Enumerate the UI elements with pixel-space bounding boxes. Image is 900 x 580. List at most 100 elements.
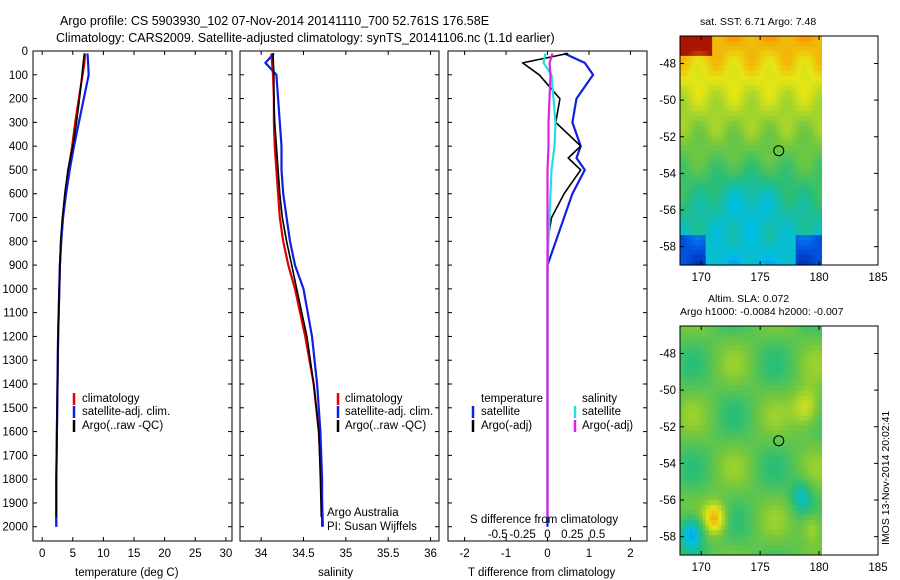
map-cell [715,36,720,42]
map-cell [805,400,810,407]
map-cell [731,40,736,47]
map-cell [757,395,761,402]
map-cell [721,90,726,97]
map-cell [696,495,700,501]
map-cell [789,480,794,486]
map-cell [699,90,704,97]
map-cell [718,425,723,432]
map-cell [766,540,771,546]
map-cell [731,110,736,117]
map-cell [725,400,729,407]
map-cell [750,120,755,127]
map-cell [718,345,723,352]
map-cell [705,490,710,496]
map-cell [763,60,768,67]
map-cell [760,40,765,47]
map-cell [750,150,755,157]
map-cell [798,345,803,352]
map-cell [686,210,691,216]
map-cell [757,405,761,412]
map-cell [795,460,800,466]
map-cell [798,45,803,52]
map-cell [789,150,794,157]
map-cell [805,375,810,382]
map-cell [760,370,765,377]
map-cell [750,235,755,241]
map-cell [734,120,739,127]
map-cell [705,415,710,422]
map-cell [747,510,752,516]
map-cell [750,170,755,176]
map-cell [737,50,742,57]
map-cell [757,36,761,42]
map-cell [731,330,736,337]
map-cell [766,435,771,442]
map-cell [808,465,813,471]
map-cell [699,475,704,481]
map-cell [760,110,765,117]
series-line-argo [272,53,323,518]
lon-tick-label: 180 [809,272,828,284]
map-cell [776,400,781,407]
map-cell [702,175,707,181]
map-cell [734,130,739,137]
map-cell [786,95,790,102]
map-cell [760,120,765,127]
map-cell [763,240,768,246]
map-cell [782,185,787,191]
map-cell [692,120,697,127]
map-cell [792,135,797,142]
map-cell [779,500,784,506]
map-cell [798,530,803,536]
map-cell [818,240,823,246]
map-cell [731,430,736,437]
map-cell [808,105,813,112]
map-cell [686,425,691,432]
map-cell [702,340,707,347]
map-cell [680,520,684,526]
map-cell [721,385,726,392]
map-cell [808,60,813,67]
map-cell [802,470,806,476]
map-cell [747,405,752,412]
map-cell [789,185,794,191]
map-cell [798,330,803,337]
map-cell [734,140,739,147]
map-cell [699,230,704,236]
map-cell [808,210,813,216]
map-cell [715,490,720,496]
map-cell [731,365,736,372]
map-cell [680,150,684,157]
map-cell [725,510,729,516]
map-cell [731,160,736,167]
map-cell [683,85,688,92]
map-cell [815,165,819,172]
map-cell [696,335,700,342]
map-cell [725,375,729,382]
map-cell [795,490,800,496]
map-cell [789,515,794,521]
map-cell [734,510,739,516]
map-cell [734,385,739,392]
map-cell [702,220,707,226]
map-cell [683,360,688,367]
map-cell [712,355,716,362]
map-cell [680,390,684,397]
map-cell [792,435,797,442]
map-cell [686,85,691,92]
map-cell [779,505,784,511]
map-cell [789,125,794,132]
map-cell [760,80,765,87]
map-cell [744,515,749,521]
map-cell [753,400,758,407]
map-cell [747,410,752,417]
map-cell [689,435,694,442]
map-cell [811,165,816,172]
map-cell [747,95,752,102]
map-cell [818,330,823,337]
map-cell [689,400,694,407]
map-cell [798,230,803,236]
map-cell [683,36,688,42]
map-cell [760,130,765,137]
map-cell [818,50,823,57]
